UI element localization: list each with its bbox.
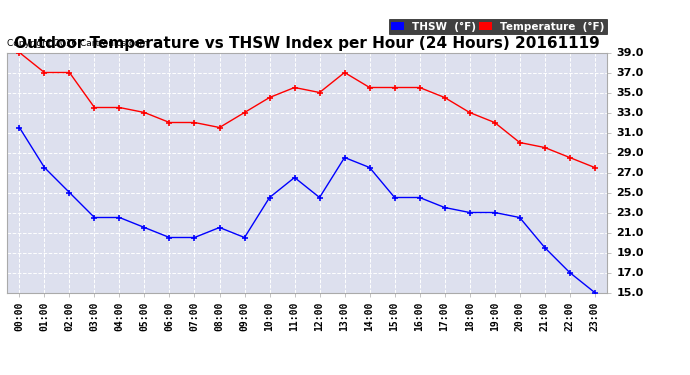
Legend: THSW  (°F), Temperature  (°F): THSW (°F), Temperature (°F) xyxy=(389,19,607,34)
Title: Outdoor Temperature vs THSW Index per Hour (24 Hours) 20161119: Outdoor Temperature vs THSW Index per Ho… xyxy=(14,36,600,51)
Text: Copyright 2016 Cartronics.com: Copyright 2016 Cartronics.com xyxy=(7,39,148,48)
